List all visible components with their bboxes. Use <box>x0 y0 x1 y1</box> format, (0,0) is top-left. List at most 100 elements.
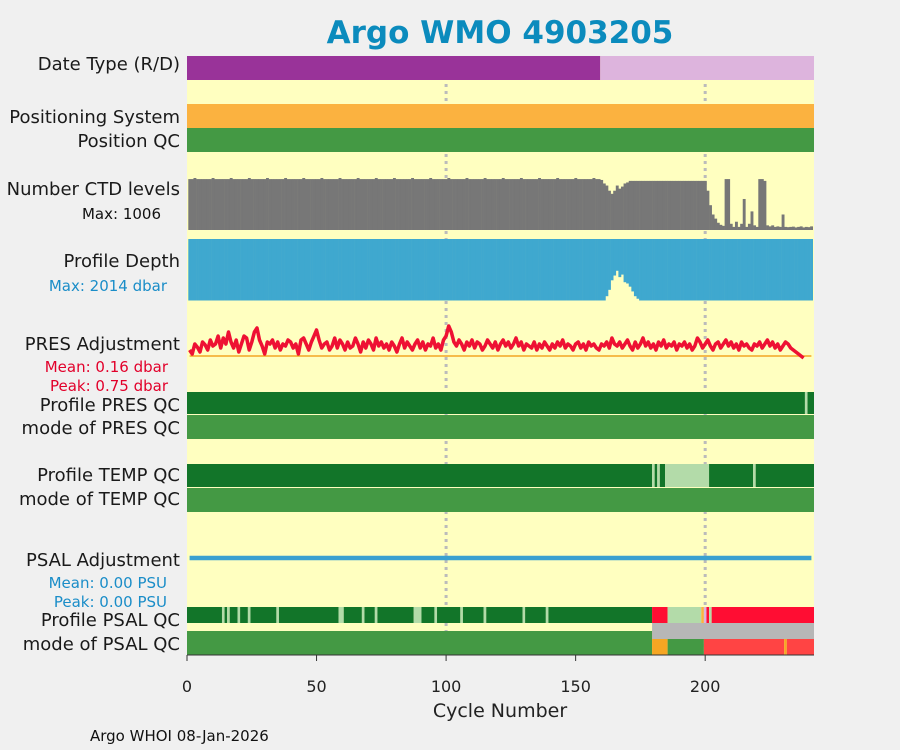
profile-temp-qc-segment-4 <box>659 464 666 487</box>
ctd-levels-bar <box>631 180 635 230</box>
ctd-levels-bar <box>633 180 637 230</box>
profile-temp-qc-segment-6 <box>709 464 754 487</box>
ctd-levels-bar <box>385 179 389 230</box>
profile-depth-bar <box>400 239 404 301</box>
ctd-levels-bar <box>644 180 648 230</box>
profile-depth-bar <box>304 239 308 301</box>
profile-depth-bar <box>698 239 702 301</box>
profile-depth-bar <box>711 239 715 301</box>
profile-psal-qc-segment-26 <box>525 607 546 623</box>
pres-adjustment-mean: Mean: 0.16 dbar <box>45 358 169 376</box>
ctd-levels-bar <box>776 226 780 230</box>
ctd-levels-bar <box>273 179 277 230</box>
profile-depth-bar <box>330 239 334 301</box>
profile-depth-max: Max: 2014 dbar <box>49 277 168 295</box>
profile-depth-bar <box>525 239 529 301</box>
ctd-levels-bar <box>659 180 663 230</box>
ctd-levels-bar <box>320 178 324 230</box>
ctd-levels-bar <box>561 179 565 230</box>
ctd-levels-bar <box>465 178 469 230</box>
ctd-levels-bar <box>522 179 526 230</box>
profile-psal-qc-segment-25 <box>522 607 526 623</box>
ctd-levels-bar <box>602 183 606 230</box>
profile-depth-bar <box>688 239 692 301</box>
profile-psal-qc-segment-14 <box>364 607 375 623</box>
profile-depth-bar <box>737 239 741 301</box>
profile-depth-bar <box>592 239 596 301</box>
profile-depth-bar <box>413 239 417 301</box>
ctd-levels-bar <box>310 179 313 230</box>
ctd-levels-bar <box>501 178 505 230</box>
profile-depth-bar <box>703 239 707 301</box>
ctd-levels-bar <box>729 223 733 230</box>
ctd-levels-bar <box>312 179 316 230</box>
profile-depth-bar <box>444 239 448 301</box>
ctd-levels-bar <box>797 226 801 230</box>
profile-depth-bar <box>232 239 236 301</box>
profile-depth-bar <box>745 239 749 301</box>
profile-depth-bar <box>253 239 256 301</box>
profile-depth-bar <box>709 239 712 301</box>
profile-depth-bar <box>372 239 376 301</box>
ctd-levels-bar <box>478 179 482 230</box>
ctd-levels-bar <box>553 179 557 230</box>
psal-no-qc-band <box>652 623 814 639</box>
ctd-levels-bar <box>519 178 523 230</box>
profile-depth-bar <box>426 239 430 301</box>
ctd-levels-bar <box>284 178 288 230</box>
profile-depth-bar <box>343 239 347 301</box>
profile-depth-bar <box>356 239 360 301</box>
ctd-levels-bar <box>781 214 785 230</box>
ctd-levels-bar <box>421 179 425 230</box>
profile-depth-bar <box>437 239 440 301</box>
ctd-levels-bar <box>750 211 754 230</box>
position-qc-bar <box>187 128 814 152</box>
ctd-levels-bar <box>535 179 539 230</box>
ctd-levels-bar <box>714 218 718 230</box>
profile-depth-bar <box>556 239 560 301</box>
ctd-levels-bar <box>551 179 554 230</box>
profile-depth-bar <box>714 239 718 301</box>
profile-depth-bar <box>250 239 254 301</box>
ctd-levels-bar <box>494 179 497 230</box>
ctd-levels-bar <box>766 225 769 230</box>
ctd-levels-bar <box>683 180 687 230</box>
ctd-levels-bar <box>693 180 697 230</box>
profile-depth-bar <box>209 239 212 301</box>
profile-depth-bar <box>662 239 666 301</box>
profile-depth-bar <box>768 239 772 301</box>
profile-depth-bar <box>317 239 321 301</box>
profile-depth-bar <box>579 239 583 301</box>
profile-depth-bar <box>804 239 808 301</box>
profile-depth-bar <box>540 239 544 301</box>
x-tick-label-50: 50 <box>306 677 326 696</box>
ctd-levels-bar <box>209 179 212 230</box>
profile-depth-bar <box>211 239 215 301</box>
ctd-levels-bar <box>737 226 741 230</box>
ctd-levels-bar <box>392 178 396 230</box>
ctd-levels-bar <box>286 179 290 230</box>
ctd-levels-bar <box>247 178 251 230</box>
ctd-levels-bar <box>434 179 438 230</box>
ctd-levels-bar <box>509 179 513 230</box>
ctd-levels-bar <box>670 180 674 230</box>
ctd-levels-bar <box>600 179 604 230</box>
ctd-levels-bar <box>206 179 210 230</box>
profile-psal-qc-segment-15 <box>374 607 378 623</box>
profile-psal-qc-segment-13 <box>361 607 365 623</box>
profile-depth-bar <box>574 239 578 301</box>
ctd-levels-bar <box>727 179 731 230</box>
ctd-levels-bar <box>527 179 531 230</box>
profile-depth-bar <box>501 239 505 301</box>
ctd-levels-bar <box>196 179 199 230</box>
ctd-levels-bar <box>499 179 503 230</box>
ctd-levels-bar <box>525 179 529 230</box>
ctd-levels-bar <box>789 226 793 230</box>
date-type-segment-1 <box>600 56 814 80</box>
ctd-levels-bar <box>592 178 596 230</box>
profile-depth-bar <box>784 239 788 301</box>
ctd-levels-bar <box>543 179 547 230</box>
ctd-levels-bar <box>221 179 225 230</box>
profile-depth-bar <box>462 239 466 301</box>
profile-psal-qc-segment-10 <box>278 607 339 623</box>
